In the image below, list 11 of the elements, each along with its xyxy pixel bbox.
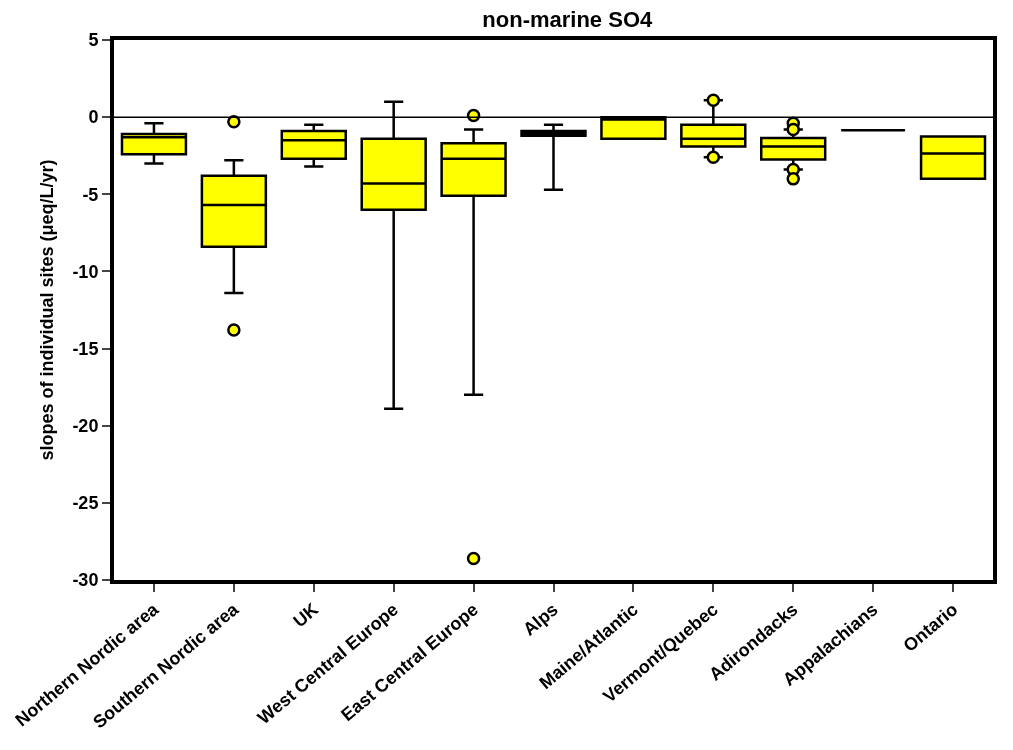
y-tick-label: -10 <box>72 261 99 282</box>
x-tick-label: UK <box>289 599 323 632</box>
y-tick-label: -5 <box>82 184 99 205</box>
chart-title: non-marine SO4 <box>482 6 653 32</box>
y-tick-label: -30 <box>72 570 99 591</box>
y-tick-label: -20 <box>72 416 99 437</box>
y-axis-title: slopes of individual sites (μeq/L/yr) <box>37 159 58 461</box>
y-tick-label: -15 <box>72 338 99 359</box>
y-tick-label: -25 <box>72 493 99 514</box>
y-tick-label: 0 <box>88 107 99 128</box>
y-tick-label: 5 <box>88 30 99 51</box>
